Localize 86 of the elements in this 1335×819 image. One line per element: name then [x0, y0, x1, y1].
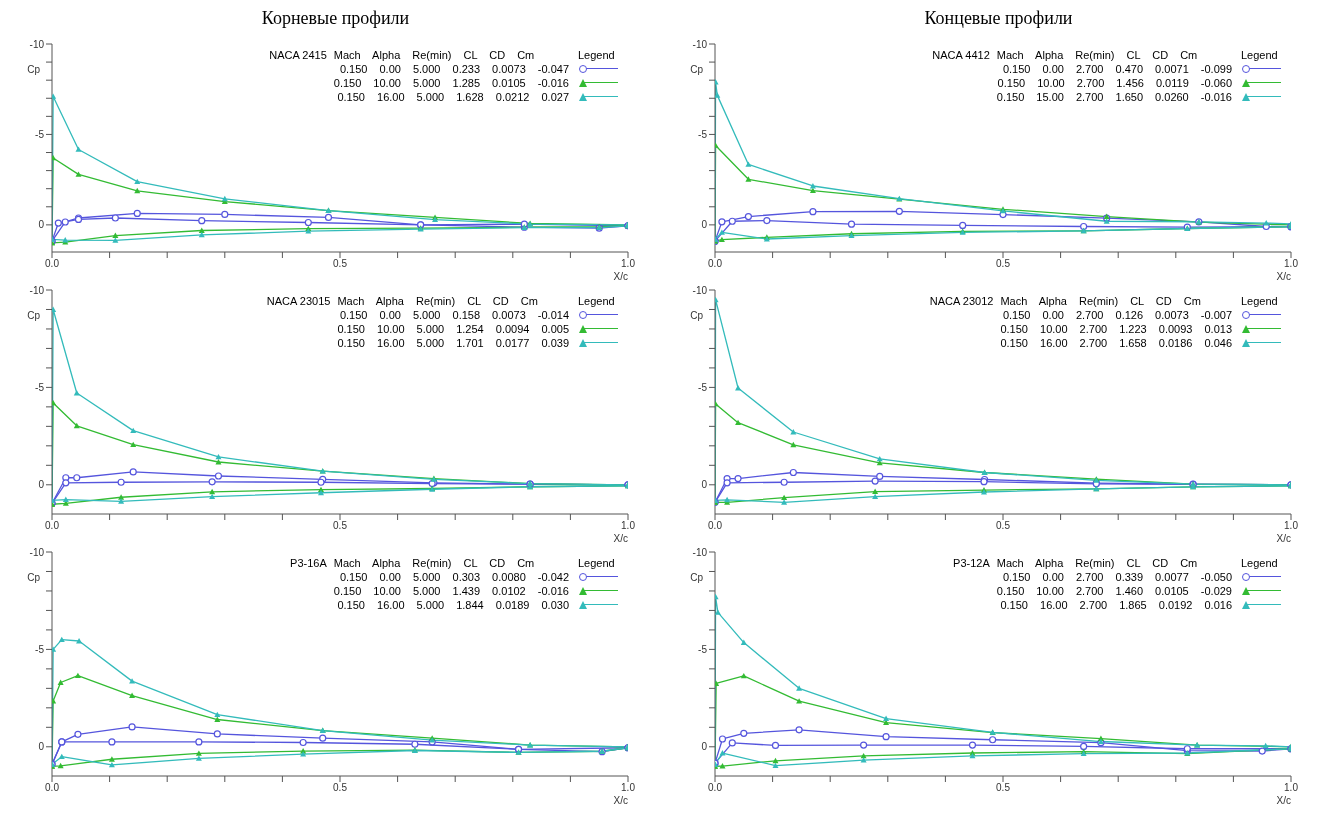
legend-title: Legend [577, 48, 616, 62]
legend-label: 0.150 0.00 2.700 0.126 0.0073 -0.007 [1001, 308, 1233, 322]
legend-title: Legend [1240, 48, 1279, 62]
annotation: P3-12A [952, 556, 991, 570]
legend-label: 0.150 10.00 2.700 1.223 0.0093 0.013 [999, 322, 1233, 336]
x-axis-title: X/c [1276, 533, 1291, 544]
x-tick-label: 1.0 [1284, 258, 1299, 270]
x-tick-label: 1.0 [621, 782, 636, 794]
legend-label: 0.150 16.00 5.000 1.844 0.0189 0.030 [336, 598, 570, 612]
legend-label: 0.150 0.00 2.700 0.470 0.0071 -0.099 [1001, 62, 1233, 76]
y-axis-title: Cp [27, 310, 41, 322]
y-tick-label: 0 [701, 479, 708, 491]
x-tick-label: 1.0 [621, 520, 636, 532]
y-tick-label: 0 [701, 741, 708, 753]
annotation: Mach Alpha Re(min) CL CD Cm [995, 48, 1199, 62]
legend-title: Legend [1240, 294, 1279, 308]
y-tick-label: -5 [698, 381, 708, 393]
y-axis-title: Cp [690, 572, 704, 584]
x-tick-label: 0.0 [708, 258, 723, 270]
y-axis-title: Cp [690, 64, 704, 76]
annotation: Mach Alpha Re(min) CL CD Cm [999, 294, 1202, 308]
y-tick-label: 0 [701, 219, 708, 231]
legend-label: 0.150 0.00 2.700 0.339 0.0077 -0.050 [1001, 570, 1233, 584]
y-tick-label: -10 [29, 546, 45, 558]
chart-title: Концевые профили [923, 8, 1074, 30]
annotation: Mach Alpha Re(min) CL CD Cm [336, 294, 539, 308]
annotation: NACA 4412 [931, 48, 991, 62]
y-tick-label: -5 [698, 128, 708, 140]
annotation: Mach Alpha Re(min) CL CD Cm [995, 556, 1199, 570]
y-tick-label: 0 [38, 219, 45, 231]
x-axis-title: X/c [613, 271, 628, 282]
y-tick-label: -10 [692, 546, 708, 558]
y-axis-title: Cp [27, 572, 41, 584]
x-tick-label: 1.0 [1284, 782, 1299, 794]
legend-label: 0.150 0.00 5.000 0.158 0.0073 -0.014 [338, 308, 570, 322]
legend-label: 0.150 16.00 5.000 1.628 0.0212 0.027 [336, 90, 570, 104]
y-tick-label: 0 [38, 479, 45, 491]
y-tick-label: -5 [35, 128, 45, 140]
legend-title: Legend [577, 556, 616, 570]
y-tick-label: -5 [698, 643, 708, 655]
x-tick-label: 0.0 [708, 782, 723, 794]
x-tick-label: 0.5 [996, 520, 1011, 532]
y-axis-title: Cp [27, 64, 41, 76]
legend-label: 0.150 0.00 5.000 0.233 0.0073 -0.047 [338, 62, 570, 76]
x-axis-title: X/c [613, 533, 628, 544]
x-tick-label: 1.0 [621, 258, 636, 270]
y-tick-label: -10 [29, 284, 45, 296]
x-tick-label: 0.5 [333, 258, 348, 270]
annotation: NACA 23015 [265, 294, 332, 308]
legend-label: 0.150 10.00 2.700 1.460 0.0105 -0.029 [995, 584, 1233, 598]
x-tick-label: 1.0 [1284, 520, 1299, 532]
y-tick-label: -10 [692, 38, 708, 50]
y-tick-label: -10 [692, 284, 708, 296]
x-tick-label: 0.0 [708, 520, 723, 532]
legend-label: 0.150 16.00 2.700 1.865 0.0192 0.016 [999, 598, 1233, 612]
x-tick-label: 0.0 [45, 258, 60, 270]
chart-title: Корневые профили [260, 8, 411, 30]
y-tick-label: 0 [38, 741, 45, 753]
legend-label: 0.150 16.00 5.000 1.701 0.0177 0.039 [336, 336, 570, 350]
legend-title: Legend [577, 294, 616, 308]
x-tick-label: 0.5 [996, 782, 1011, 794]
annotation: Mach Alpha Re(min) CL CD Cm [332, 48, 536, 62]
annotation: Mach Alpha Re(min) CL CD Cm [332, 556, 536, 570]
x-tick-label: 0.5 [333, 782, 348, 794]
y-axis-title: Cp [690, 310, 704, 322]
annotation: NACA 2415 [268, 48, 328, 62]
y-tick-label: -10 [29, 38, 45, 50]
x-tick-label: 0.5 [333, 520, 348, 532]
x-tick-label: 0.0 [45, 520, 60, 532]
annotation: NACA 23012 [928, 294, 995, 308]
y-tick-label: -5 [35, 381, 45, 393]
x-tick-label: 0.0 [45, 782, 60, 794]
legend-label: 0.150 10.00 5.000 1.254 0.0094 0.005 [336, 322, 570, 336]
annotation: P3-16A [289, 556, 328, 570]
legend-label: 0.150 10.00 5.000 1.285 0.0105 -0.016 [332, 76, 570, 90]
x-axis-title: X/c [1276, 795, 1291, 806]
x-axis-title: X/c [1276, 271, 1291, 282]
legend-label: 0.150 10.00 2.700 1.456 0.0119 -0.060 [996, 76, 1233, 90]
legend-label: 0.150 0.00 5.000 0.303 0.0080 -0.042 [338, 570, 570, 584]
x-tick-label: 0.5 [996, 258, 1011, 270]
legend-label: 0.150 16.00 2.700 1.658 0.0186 0.046 [999, 336, 1233, 350]
legend-title: Legend [1240, 556, 1279, 570]
legend-label: 0.150 10.00 5.000 1.439 0.0102 -0.016 [332, 584, 570, 598]
y-tick-label: -5 [35, 643, 45, 655]
x-axis-title: X/c [613, 795, 628, 806]
legend-label: 0.150 15.00 2.700 1.650 0.0260 -0.016 [995, 90, 1233, 104]
